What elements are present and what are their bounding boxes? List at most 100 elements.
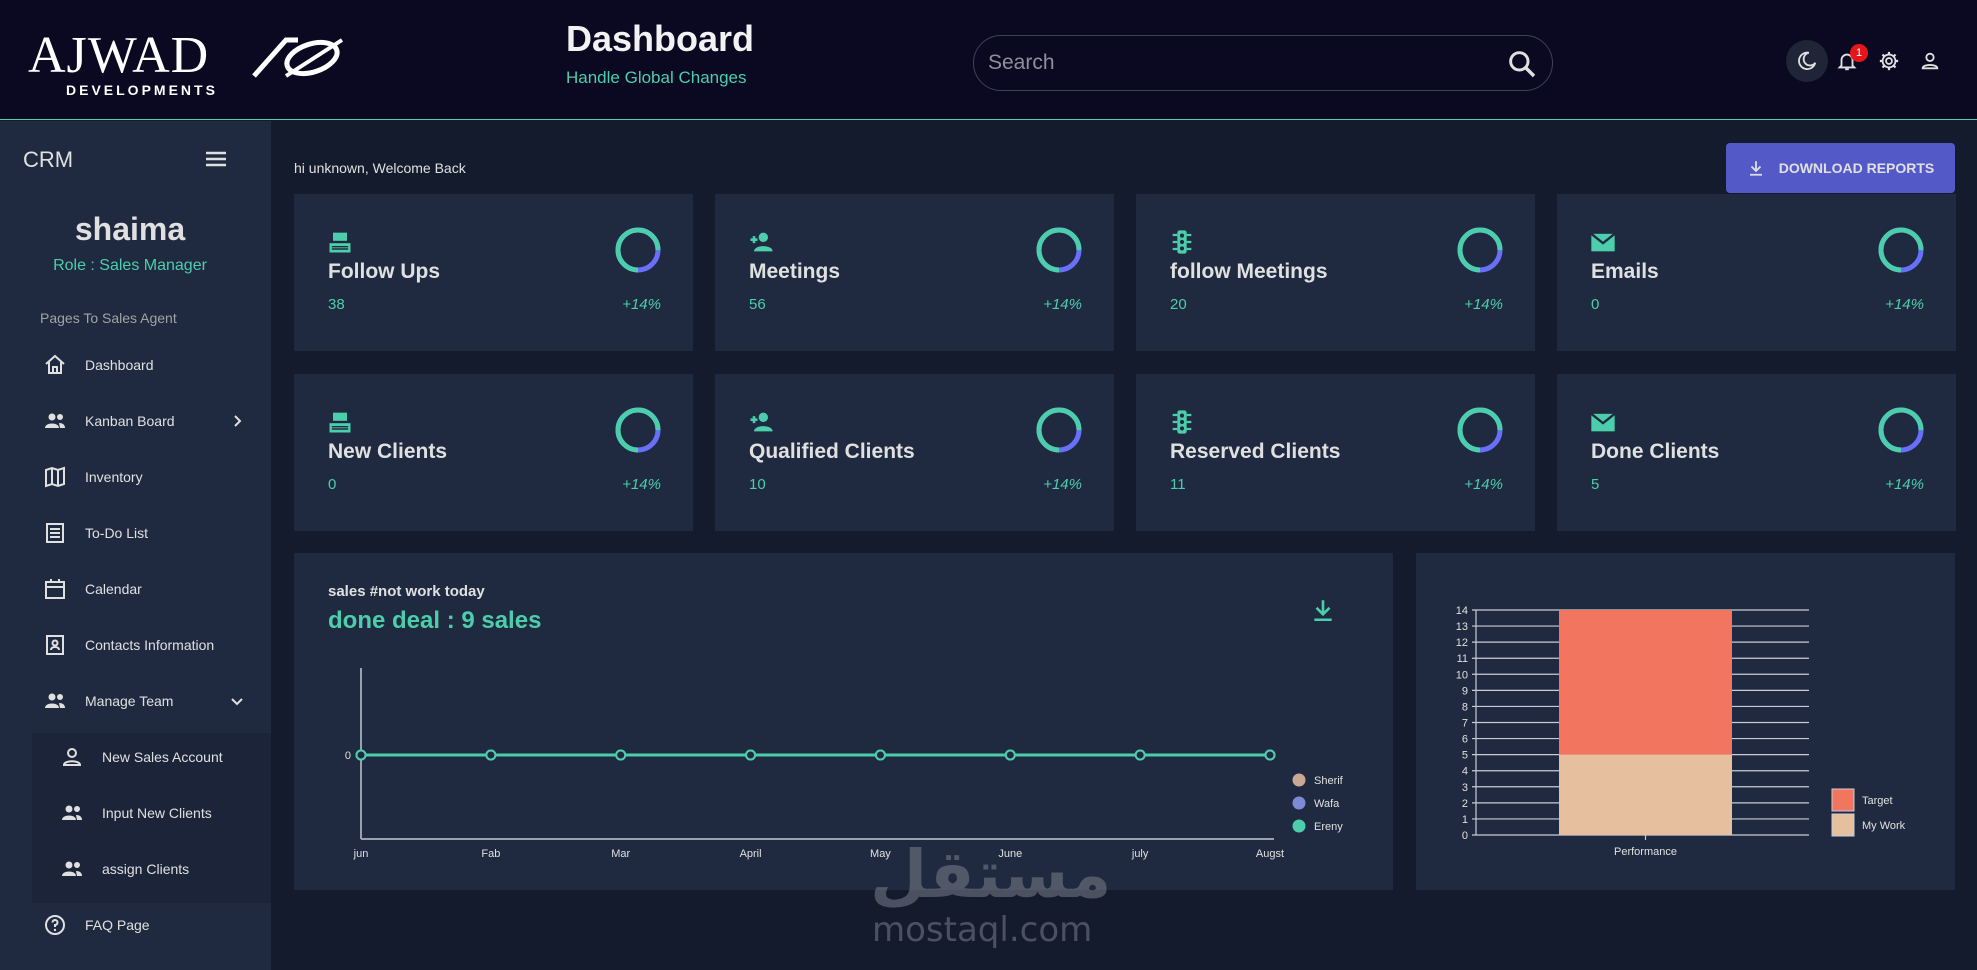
sidebar-item-contacts-information[interactable]: Contacts Information — [0, 617, 271, 673]
person-add-icon — [750, 232, 773, 252]
stat-card-title: Done Clients — [1591, 440, 1720, 463]
cash-register-icon — [329, 412, 351, 433]
y-tick-label: 10 — [1456, 669, 1468, 681]
stat-card-value: 0 — [328, 476, 337, 493]
y-tick-label: 6 — [1462, 734, 1468, 746]
top-bar: AJWAD DEVELOPMENTS Dashboard Handle Glob… — [0, 0, 1977, 120]
data-point[interactable] — [874, 749, 886, 761]
data-point[interactable] — [1134, 749, 1146, 761]
data-point[interactable] — [615, 749, 627, 761]
stat-card-change: +14% — [622, 476, 661, 493]
stat-card-title: follow Meetings — [1170, 260, 1328, 283]
y-tick-label: 13 — [1456, 621, 1468, 633]
stat-card-value: 38 — [328, 296, 345, 313]
notifications-button[interactable]: 1 — [1826, 40, 1868, 82]
stat-card-value: 0 — [1591, 296, 1600, 313]
people-icon — [62, 861, 82, 876]
search-input[interactable] — [988, 44, 1468, 82]
stat-card-value: 5 — [1591, 476, 1600, 493]
progress-ring — [1878, 227, 1924, 273]
stat-card-change: +14% — [1885, 296, 1924, 313]
watermark-latin: mostaql.com — [872, 910, 1093, 950]
x-tick-label: Performance — [1614, 846, 1677, 858]
settings-button[interactable] — [1868, 40, 1910, 82]
bell-icon — [1837, 53, 1857, 71]
y-tick-label: 7 — [1462, 718, 1468, 730]
person-icon — [1921, 52, 1939, 70]
sales-line-chart: 0 jun Fab Mar April May June july Augst Sherif Waf… — [345, 668, 1344, 860]
sales-line-panel: sales #not work today done deal : 9 sale… — [294, 553, 1393, 890]
watermark-arabic: مستقل — [870, 836, 1112, 913]
sidebar-item-manage-team[interactable]: Manage Team — [0, 673, 271, 729]
download-reports-button[interactable]: DOWNLOAD REPORTS — [1726, 143, 1955, 193]
stat-card: Meetings 56 +14% — [715, 194, 1114, 351]
bar-my-work[interactable] — [1559, 754, 1732, 835]
data-point[interactable] — [1264, 749, 1276, 761]
legend-label: Target — [1862, 795, 1893, 807]
welcome-message: hi unknown, Welcome Back — [294, 160, 466, 176]
sidebar-item-input-new-clients[interactable]: Input New Clients — [0, 785, 271, 841]
x-tick-label: july — [1131, 848, 1149, 860]
search-bar — [973, 35, 1553, 91]
sidebar-item-faq-page[interactable]: FAQ Page — [0, 897, 271, 953]
data-point[interactable] — [1004, 749, 1016, 761]
notification-badge: 1 — [1850, 44, 1868, 62]
progress-ring — [1457, 227, 1503, 273]
calendar-icon — [45, 579, 65, 599]
sidebar-item-label: Dashboard — [85, 357, 154, 373]
legend-swatch — [1292, 773, 1306, 787]
people-icon — [45, 693, 65, 708]
stat-card-title: Emails — [1591, 260, 1659, 283]
sidebar-item-label: Contacts Information — [85, 637, 215, 653]
stat-card-change: +14% — [622, 296, 661, 313]
sidebar-item-dashboard[interactable]: Dashboard — [0, 337, 271, 393]
stat-card-change: +14% — [1043, 296, 1082, 313]
profile-button[interactable] — [1909, 40, 1951, 82]
sidebar-item-todo-list[interactable]: To-Do List — [0, 505, 271, 561]
brand-mark-icon — [252, 37, 344, 78]
brand-logo[interactable]: AJWAD DEVELOPMENTS — [28, 28, 344, 98]
x-tick-label: May — [870, 848, 891, 860]
download-icon[interactable] — [1310, 597, 1336, 623]
stat-card: New Clients 0 +14% — [294, 374, 693, 531]
search-icon[interactable] — [1506, 48, 1538, 80]
sidebar-item-assign-clients[interactable]: assign Clients — [0, 841, 271, 897]
x-tick-label: Fab — [481, 848, 500, 860]
sidebar-item-new-sales-account[interactable]: New Sales Account — [0, 729, 271, 785]
download-icon — [1749, 161, 1762, 176]
sidebar-item-calendar[interactable]: Calendar — [0, 561, 271, 617]
sidebar-app-name: CRM — [23, 147, 74, 172]
sidebar-item-inventory[interactable]: Inventory — [0, 449, 271, 505]
sidebar-item-label: New Sales Account — [102, 749, 223, 765]
stat-card-value: 20 — [1170, 296, 1187, 313]
progress-ring — [1036, 407, 1082, 453]
sidebar-item-kanban-board[interactable]: Kanban Board — [0, 393, 271, 449]
sales-panel-title: done deal : 9 sales — [328, 607, 542, 634]
stat-card: Qualified Clients 10 +14% — [715, 374, 1114, 531]
performance-bar-chart: 01234567891011121314PerformanceTargetMy … — [1456, 605, 1906, 858]
legend-swatch — [1831, 788, 1855, 812]
progress-ring — [1457, 407, 1503, 453]
legend-swatch — [1292, 819, 1306, 833]
y-tick-label: 12 — [1456, 637, 1468, 649]
cash-register-icon — [329, 232, 351, 253]
progress-ring — [615, 407, 661, 453]
chevron-right-icon — [234, 415, 242, 427]
menu-icon[interactable] — [204, 149, 228, 169]
y-tick-label: 0 — [345, 750, 351, 762]
stat-card: follow Meetings 20 +14% — [1136, 194, 1535, 351]
traffic-icon — [1172, 230, 1192, 254]
y-tick-label: 4 — [1462, 766, 1468, 778]
sales-panel-subtitle: sales #not work today — [328, 583, 485, 600]
data-point[interactable] — [745, 749, 757, 761]
data-point[interactable] — [485, 749, 497, 761]
help-icon — [45, 915, 65, 935]
y-tick-label: 14 — [1456, 605, 1468, 617]
dark-mode-toggle[interactable] — [1786, 40, 1828, 82]
sidebar-item-label: Kanban Board — [85, 413, 175, 429]
bar-target[interactable] — [1559, 610, 1732, 755]
data-point[interactable] — [355, 749, 367, 761]
brand-subtitle: DEVELOPMENTS — [66, 82, 218, 98]
moon-icon — [1798, 51, 1817, 70]
progress-ring — [615, 227, 661, 273]
